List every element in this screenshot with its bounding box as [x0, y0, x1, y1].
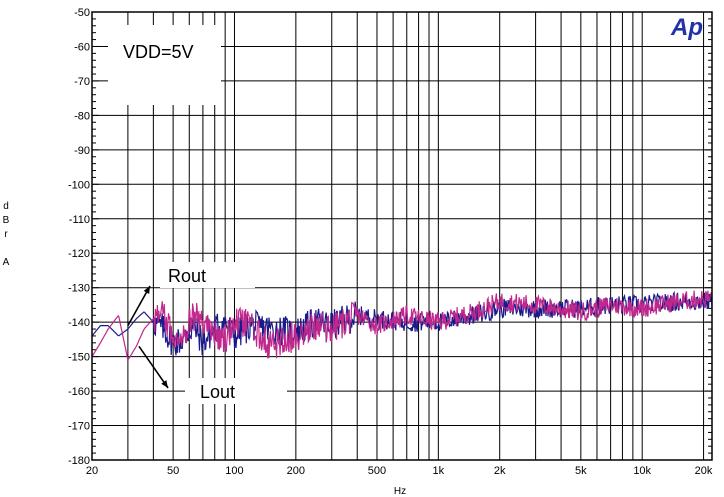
y-tick-label: -60: [74, 41, 90, 53]
lout-label: Lout: [200, 382, 235, 402]
y-axis-title-char: A: [3, 257, 10, 268]
annotation-arrows: [127, 285, 169, 389]
y-tick-label: -90: [74, 145, 90, 157]
rout-box: [160, 262, 255, 288]
y-axis-title-char: r: [4, 229, 8, 240]
y-tick-label: -150: [68, 352, 90, 364]
x-tick-label: 200: [287, 465, 305, 477]
rout-label: Rout: [168, 266, 206, 286]
y-tick-label: -140: [68, 317, 90, 329]
y-tick-label: -100: [68, 179, 90, 191]
y-tick-label: -50: [74, 7, 90, 19]
y-axis-title-char: B: [3, 215, 10, 226]
y-tick-label: -120: [68, 248, 90, 260]
x-tick-label: 1k: [433, 465, 445, 477]
x-tick-label: 100: [225, 465, 243, 477]
y-tick-label: -130: [68, 283, 90, 295]
y-tick-labels: -50 -60 -70 -80 -90 -100 -110 -120 -130 -140 -150 -…: [68, 7, 90, 467]
vdd-box: [108, 25, 221, 105]
y-tick-label: -180: [68, 455, 90, 467]
x-tick-label: 500: [368, 465, 386, 477]
x-tick-label: 20: [86, 465, 98, 477]
x-tick-label: 10k: [633, 465, 651, 477]
vdd-label: VDD=5V: [123, 42, 194, 62]
y-tick-label: -80: [74, 110, 90, 122]
y-axis-title: dBr A: [3, 201, 10, 268]
y-tick-label: -70: [74, 76, 90, 88]
y-tick-label: -170: [68, 421, 90, 433]
y-tick-label: -160: [68, 386, 90, 398]
lout-arrow: [138, 345, 169, 389]
y-tick-label: -110: [69, 214, 90, 226]
x-tick-label: 50: [167, 465, 179, 477]
y-axis-title-char: d: [3, 201, 9, 212]
x-tick-label: 5k: [575, 465, 587, 477]
plot-frame: [91, 11, 713, 461]
lout-box: [185, 378, 287, 404]
series-lines: [91, 290, 713, 361]
x-tick-label: 2k: [494, 465, 506, 477]
x-axis-title: Hz: [394, 486, 406, 497]
lout-arrow-head: [161, 380, 168, 388]
ap-logo: Ap: [670, 14, 703, 41]
x-tick-label: 20k: [695, 465, 713, 477]
series-line-lout: [91, 290, 713, 361]
rout-arrow-head: [143, 286, 150, 294]
rout-arrow: [127, 285, 151, 326]
x-tick-labels: 20 50 100 200 500 1k 2k 5k 10k 20k: [86, 465, 713, 477]
